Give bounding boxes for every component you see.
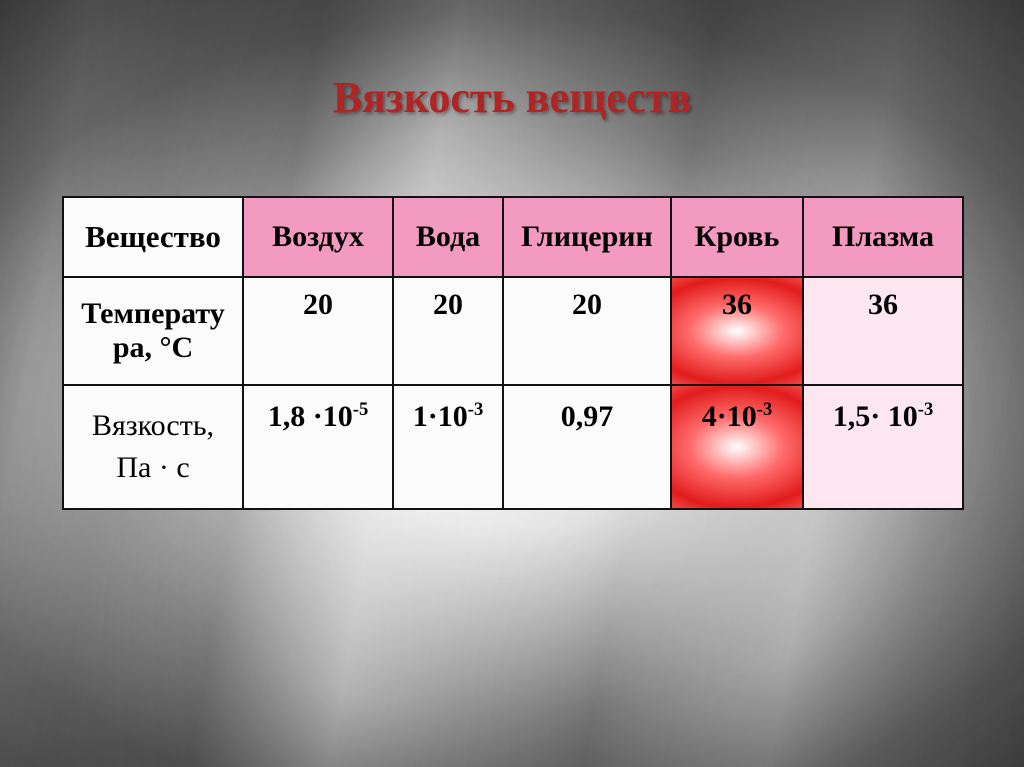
visc-water-base: 1·10: [413, 400, 468, 433]
row-label-viscosity-line1: Вязкость,: [68, 409, 238, 444]
row-label-viscosity-line2: Па · с: [68, 451, 238, 486]
row-label-temperature-line2: ра, °С: [113, 331, 193, 364]
viscosity-table-wrap: Вещество Воздух Вода Глицерин Кровь Плаз…: [62, 196, 962, 510]
col-header-blood: Кровь: [671, 197, 803, 277]
slide-title: Вязкость веществ: [0, 72, 1024, 123]
row-label-temperature: Температу ра, °С: [63, 277, 243, 385]
visc-plasma-sup: -3: [918, 399, 934, 420]
temp-plasma: 36: [803, 277, 963, 385]
row-label-temperature-line1: Температу: [81, 297, 224, 330]
table-row: Температу ра, °С 20 20 20 36 36: [63, 277, 963, 385]
visc-water-sup: -3: [468, 399, 484, 420]
temp-air: 20: [243, 277, 393, 385]
visc-air-base: 1,8 ·10: [268, 400, 353, 433]
viscosity-table: Вещество Воздух Вода Глицерин Кровь Плаз…: [62, 196, 964, 510]
visc-glycerin: 0,97: [503, 385, 671, 509]
visc-water: 1·10-3: [393, 385, 503, 509]
temp-blood: 36: [671, 277, 803, 385]
col-header-substance: Вещество: [63, 197, 243, 277]
slide: Вязкость веществ Вещество Воздух Вода Гл…: [0, 0, 1024, 767]
col-header-air: Воздух: [243, 197, 393, 277]
visc-blood-sup: -3: [757, 399, 773, 420]
visc-air-sup: -5: [353, 399, 369, 420]
row-label-viscosity: Вязкость, Па · с: [63, 385, 243, 509]
visc-plasma: 1,5· 10-3: [803, 385, 963, 509]
visc-blood: 4·10-3: [671, 385, 803, 509]
temp-glycerin: 20: [503, 277, 671, 385]
col-header-glycerin: Глицерин: [503, 197, 671, 277]
table-header-row: Вещество Воздух Вода Глицерин Кровь Плаз…: [63, 197, 963, 277]
temp-water: 20: [393, 277, 503, 385]
visc-plasma-base: 1,5· 10: [833, 400, 918, 433]
visc-air: 1,8 ·10-5: [243, 385, 393, 509]
col-header-water: Вода: [393, 197, 503, 277]
visc-glycerin-base: 0,97: [561, 400, 614, 433]
visc-blood-base: 4·10: [702, 400, 757, 433]
col-header-plasma: Плазма: [803, 197, 963, 277]
table-row: Вязкость, Па · с 1,8 ·10-5 1·10-3 0,97 4…: [63, 385, 963, 509]
